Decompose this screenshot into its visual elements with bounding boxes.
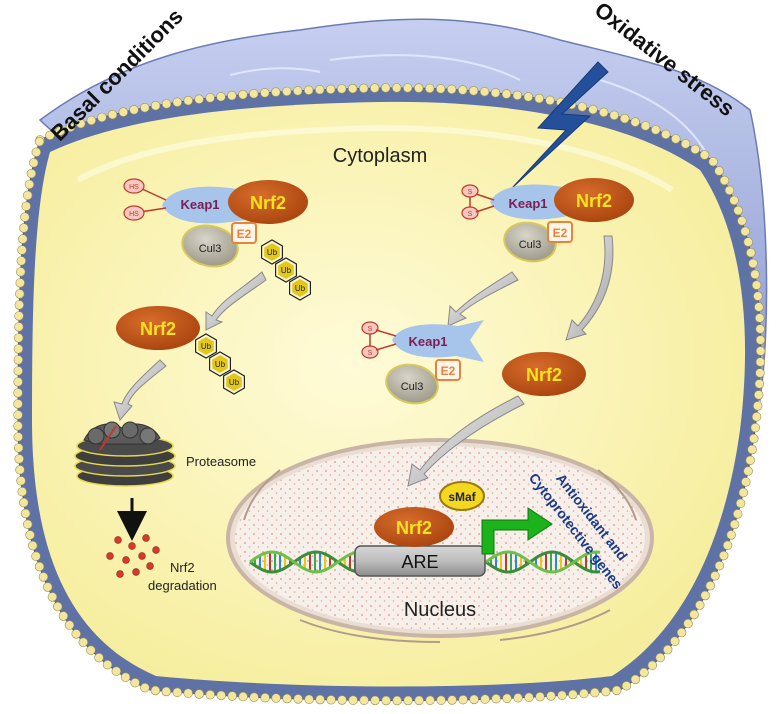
nrf2-label-stress-complex: Nrf2 [576, 191, 612, 211]
cul3-label-stress: Cul3 [519, 239, 542, 251]
cul3-label-basal: Cul3 [199, 243, 222, 255]
keap1-label-stress: Keap1 [508, 196, 547, 211]
nrf2-ubiquitinated [116, 306, 200, 350]
disulfide-bond-2 [369, 329, 397, 351]
cul3-label-released: Cul3 [401, 381, 424, 393]
smaf-label: sMaf [448, 490, 476, 504]
nrf2-label-free-stress: Nrf2 [526, 365, 562, 385]
arrow-complex-to-nrf2 [205, 271, 267, 331]
e2-basal [231, 222, 257, 244]
cul3-basal [181, 224, 239, 268]
proteasome-icon [74, 421, 176, 487]
ub-label: Ub [201, 342, 212, 351]
cell-inner-glow [76, 124, 674, 193]
ub-label: Ub [229, 378, 240, 387]
hs-group-2 [123, 205, 145, 221]
ecm-highlight [229, 54, 711, 161]
ub-label: Ub [215, 360, 226, 369]
label-proteasome: Proteasome [186, 454, 256, 469]
lightning-bolt-icon [511, 61, 609, 189]
keap1-label-basal: Keap1 [180, 197, 219, 212]
e2-label-released: E2 [441, 364, 456, 378]
are-label: ARE [401, 552, 438, 572]
hs-text-1: HS [129, 184, 139, 191]
nrf2-nuclear [374, 507, 454, 547]
arrow-nrf2-to-nucleus [407, 395, 525, 487]
nucleus [226, 438, 654, 643]
hs-group-1 [123, 178, 145, 194]
cul3-stress [503, 221, 557, 263]
label-nucleus: Nucleus [404, 599, 476, 621]
ub-label: Ub [295, 284, 306, 293]
label-degradation-1: Nrf2 [170, 560, 195, 575]
disulfide-bond-1 [469, 193, 495, 213]
released-keap1-complex: S S Keap1 Cul3 E2 [361, 320, 484, 405]
nrf2-free-stress [502, 352, 586, 396]
keap1-shape-released [392, 320, 484, 362]
e2-label-stress: E2 [553, 226, 568, 240]
s-text-4: S [368, 350, 373, 357]
stress-keap1-complex: S S Keap1 Nrf2 Cul3 E2 [461, 178, 634, 263]
e2-released [435, 359, 461, 381]
cul3-released [385, 363, 439, 405]
nrf2-label-nuclear: Nrf2 [396, 518, 432, 538]
arrow-stress-to-nrf2 [565, 235, 614, 341]
s-text-2: S [468, 211, 473, 218]
nrf2-label-basal: Nrf2 [250, 193, 286, 213]
keap1-label-released: Keap1 [408, 334, 447, 349]
membrane-lipid-beads [13, 83, 766, 706]
ub-label: Ub [267, 248, 278, 257]
nrf2-basal [228, 180, 308, 224]
nrf2-label-ubiquitinated: Nrf2 [140, 319, 176, 339]
e2-stress [547, 221, 573, 243]
hs-bond-1 [139, 187, 167, 201]
s-text-3: S [368, 326, 373, 333]
label-degradation-2: degradation [148, 578, 217, 593]
nrf2-stress-complex [554, 178, 634, 222]
dna-helix [249, 550, 601, 574]
s-text-1: S [468, 189, 473, 196]
smaf [439, 481, 485, 511]
e2-label-basal: E2 [237, 227, 252, 241]
arrow-nrf2-to-proteasome [113, 359, 167, 421]
label-cytoplasm: Cytoplasm [333, 145, 427, 167]
ub-label: Ub [281, 266, 292, 275]
hs-text-2: HS [129, 211, 139, 218]
green-transcription-arrow [481, 507, 553, 555]
arrow-stress-to-keap1 [447, 271, 519, 327]
degradation-fragments [106, 534, 160, 578]
